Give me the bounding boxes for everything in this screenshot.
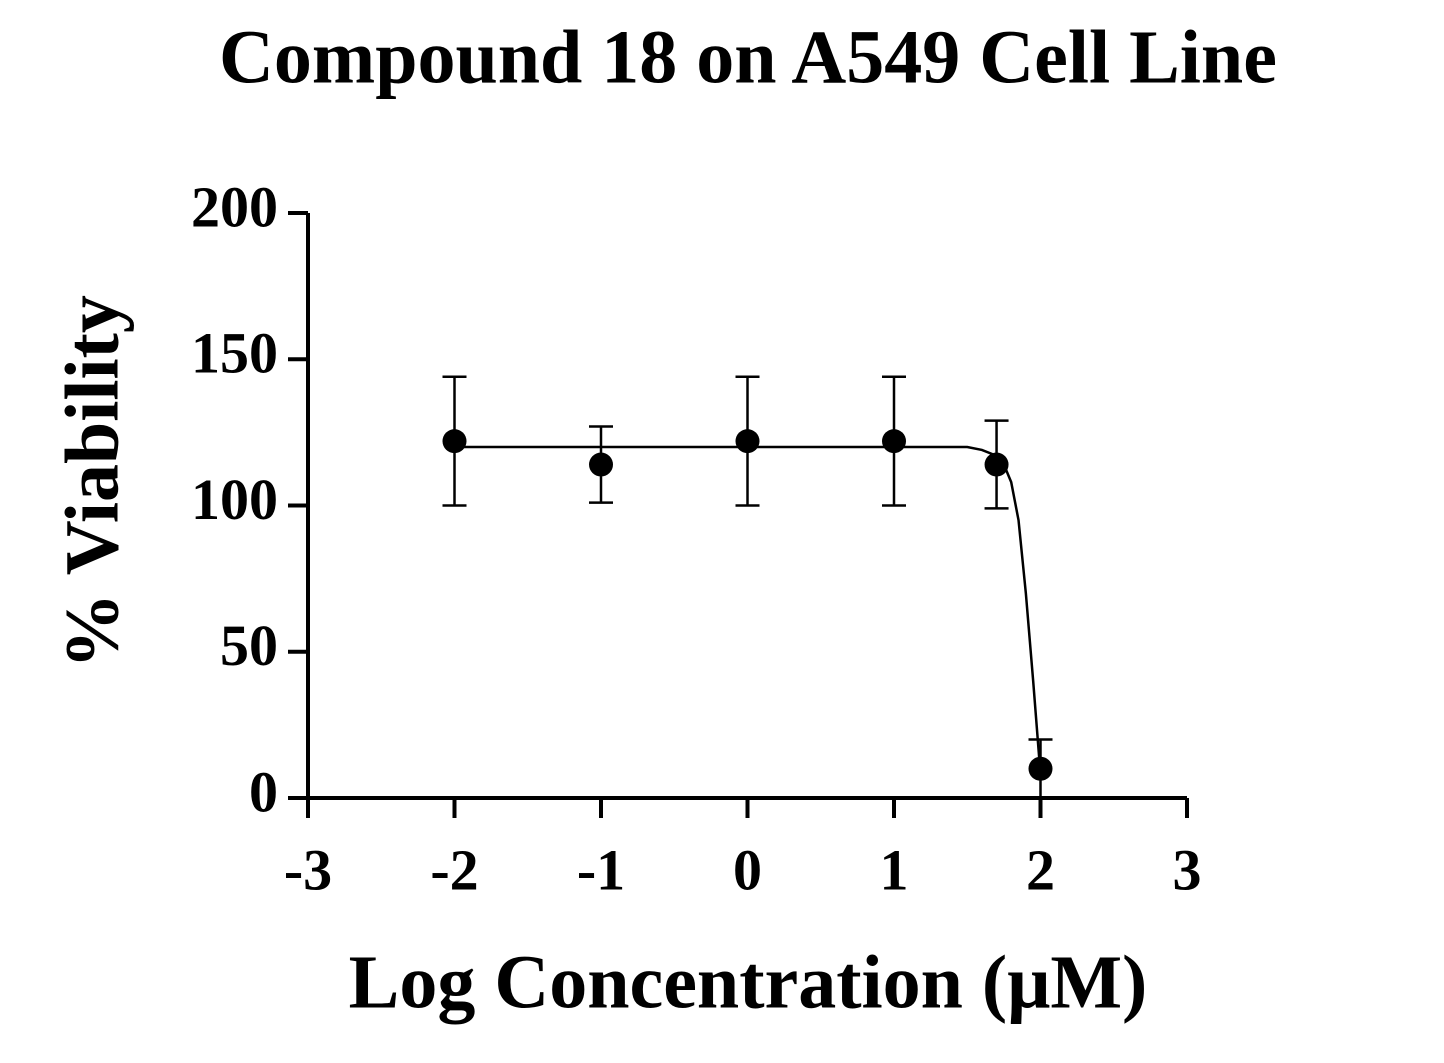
x-tick-label: 3 (1173, 837, 1202, 902)
data-point (984, 452, 1009, 477)
y-tick-label: 200 (191, 174, 278, 239)
data-point (442, 429, 467, 454)
y-tick-label: 50 (220, 613, 278, 678)
x-tick-label: -3 (284, 837, 332, 902)
y-tick-label: 150 (191, 321, 278, 386)
x-tick-label: 0 (733, 837, 762, 902)
data-point (882, 429, 906, 454)
x-tick-label: 1 (880, 837, 909, 902)
chart-title: Compound 18 on A549 Cell Line (219, 15, 1277, 99)
x-axis-label: Log Concentration (μM) (349, 940, 1148, 1024)
x-tick-label: -1 (577, 837, 625, 902)
data-point (1028, 756, 1053, 781)
y-tick-label: 100 (191, 467, 278, 532)
y-tick-label: 0 (249, 759, 278, 824)
data-point (735, 429, 760, 454)
x-tick-label: -2 (430, 837, 478, 902)
y-axis-label: % Viability (50, 295, 134, 669)
x-tick-label: 2 (1026, 837, 1055, 902)
data-point (589, 452, 613, 477)
fit-curve (454, 445, 1042, 775)
